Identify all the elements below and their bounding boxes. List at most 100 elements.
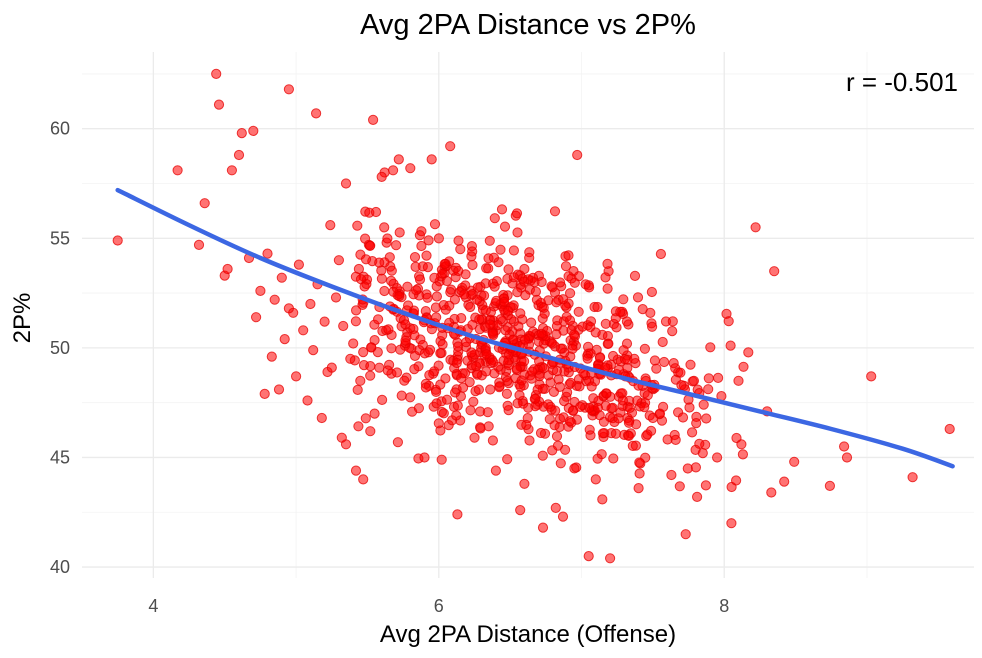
data-point xyxy=(519,478,530,489)
data-point xyxy=(519,263,530,275)
data-point xyxy=(467,246,478,257)
data-point xyxy=(489,368,500,379)
data-point xyxy=(615,306,626,317)
data-point xyxy=(572,149,583,161)
data-point xyxy=(330,292,342,303)
data-point xyxy=(248,125,259,136)
data-point xyxy=(386,265,397,276)
data-point xyxy=(351,305,362,316)
data-point xyxy=(629,270,641,281)
data-point xyxy=(545,377,556,388)
data-point xyxy=(520,290,531,301)
data-point xyxy=(713,372,724,383)
data-point xyxy=(499,221,511,232)
data-point xyxy=(537,450,548,461)
data-point xyxy=(569,463,580,474)
data-point xyxy=(736,439,747,450)
data-point xyxy=(336,432,347,443)
data-point xyxy=(558,294,569,305)
data-point xyxy=(485,319,496,330)
data-point xyxy=(379,285,390,297)
data-point xyxy=(824,480,836,491)
x-axis-ticks: 4 6 8 xyxy=(148,596,729,616)
data-point xyxy=(429,219,441,230)
data-point xyxy=(283,84,294,95)
data-point xyxy=(365,426,376,437)
data-point xyxy=(575,401,586,412)
data-point xyxy=(639,402,650,413)
data-point xyxy=(465,405,476,416)
data-point xyxy=(726,518,737,529)
data-point xyxy=(789,456,800,467)
data-point xyxy=(574,381,585,392)
y-axis-title: 2P% xyxy=(9,293,36,344)
data-point xyxy=(326,362,337,373)
y-tick-label: 40 xyxy=(50,557,70,577)
data-point xyxy=(646,286,658,298)
data-point xyxy=(536,276,547,288)
data-point xyxy=(405,163,416,174)
data-point xyxy=(675,367,686,378)
data-point xyxy=(451,410,462,421)
data-point xyxy=(489,213,500,224)
data-point xyxy=(624,402,636,413)
data-point xyxy=(647,321,658,332)
data-point xyxy=(423,235,434,246)
data-point xyxy=(839,441,850,452)
data-point xyxy=(649,355,661,366)
data-point xyxy=(365,370,376,381)
data-point xyxy=(584,402,595,413)
data-point xyxy=(383,324,394,335)
data-point xyxy=(420,382,431,393)
data-point xyxy=(701,413,712,424)
data-point xyxy=(319,316,330,327)
data-point xyxy=(438,408,449,419)
data-point xyxy=(674,481,685,492)
data-point xyxy=(414,230,425,241)
data-point xyxy=(350,465,362,476)
data-point xyxy=(524,435,535,446)
data-point xyxy=(692,491,703,502)
data-point xyxy=(453,235,464,246)
data-point xyxy=(487,328,498,339)
data-point xyxy=(464,377,475,388)
data-point xyxy=(348,338,359,349)
data-point xyxy=(602,258,613,269)
data-point xyxy=(483,263,494,274)
data-point xyxy=(485,384,496,395)
data-point xyxy=(358,474,369,485)
data-point xyxy=(358,347,369,358)
data-point xyxy=(743,347,754,358)
data-point xyxy=(725,340,736,351)
data-point xyxy=(490,465,501,476)
data-point xyxy=(545,401,556,412)
data-point xyxy=(588,393,599,404)
data-point xyxy=(526,317,537,328)
data-point xyxy=(386,343,397,354)
y-tick-label: 45 xyxy=(50,447,70,467)
data-point xyxy=(535,427,547,439)
data-point xyxy=(608,350,619,362)
data-point xyxy=(456,373,467,384)
data-point xyxy=(391,240,402,251)
data-point xyxy=(211,68,222,80)
data-point xyxy=(501,388,512,399)
data-point xyxy=(559,396,570,407)
data-point xyxy=(610,428,622,439)
x-tick-label: 4 xyxy=(148,596,158,616)
data-point xyxy=(469,432,480,443)
data-point xyxy=(611,322,622,333)
data-point xyxy=(569,329,580,340)
y-tick-label: 60 xyxy=(50,119,70,139)
data-point xyxy=(600,318,611,329)
data-point xyxy=(431,281,442,292)
data-point xyxy=(388,165,399,176)
data-point xyxy=(691,418,702,429)
data-point xyxy=(508,245,520,256)
y-tick-label: 55 xyxy=(50,228,70,248)
data-point xyxy=(651,363,662,374)
data-point xyxy=(524,252,535,263)
data-point xyxy=(487,435,498,446)
data-point xyxy=(526,366,538,377)
